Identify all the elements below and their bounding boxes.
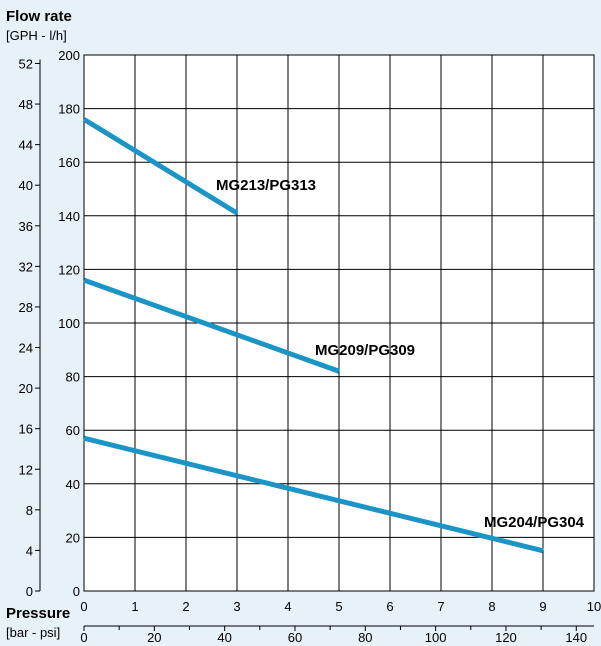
x-tick-label-bar: 10 [587,599,601,614]
x-tick-label-psi: 100 [425,630,447,645]
y-axis-units: [GPH - l/h] [6,28,67,43]
y-tick-label-lh: 120 [58,262,80,277]
y-tick-label-gph: 16 [19,422,33,437]
x-tick-label-bar: 3 [233,599,240,614]
y-tick-label-lh: 160 [58,155,80,170]
series-line [82,117,239,216]
y-tick-label-gph: 48 [19,97,33,112]
x-tick-label-bar: 0 [80,599,87,614]
y-tick-label-gph: 32 [19,259,33,274]
y-tick-label-lh: 100 [58,316,80,331]
x-tick-label-psi: 80 [358,630,372,645]
y-tick-label-gph: 8 [26,503,33,518]
x-tick-label-psi: 120 [495,630,517,645]
x-tick-label-bar: 8 [488,599,495,614]
axes: 0 1 2 3 4 5 6 7 8 9 100204060801001201401601802000… [19,48,601,645]
series-label: MG209/PG309 [315,342,415,359]
series-line [83,277,340,374]
x-axis-units: [bar - psi] [6,625,60,640]
x-tick-label-bar: 1 [131,599,138,614]
y-tick-label-gph: 52 [19,56,33,71]
x-tick-label-psi: 40 [217,630,231,645]
y-tick-label-lh: 180 [58,102,80,117]
x-tick-label-bar: 7 [437,599,444,614]
y-tick-label-lh: 80 [66,370,80,385]
y-tick-label-gph: 36 [19,219,33,234]
y-tick-label-gph: 24 [19,341,33,356]
y-tick-label-lh: 200 [58,48,80,63]
y-axis-title: Flow rate [6,8,72,25]
x-tick-label-bar: 9 [539,599,546,614]
y-tick-label-gph: 4 [26,543,33,558]
x-tick-label-psi: 60 [288,630,302,645]
y-tick-label-gph: 12 [19,462,33,477]
x-axis-title: Pressure [6,605,70,622]
x-tick-label-bar: 2 [182,599,189,614]
x-tick-label-psi: 0 [80,630,87,645]
y-tick-label-gph: 28 [19,300,33,315]
y-tick-label-lh: 140 [58,209,80,224]
x-tick-label-bar: 6 [386,599,393,614]
x-tick-label-bar: 4 [284,599,291,614]
x-tick-label-bar: 5 [335,599,342,614]
y-tick-label-lh: 20 [66,530,80,545]
series-label: MG213/PG313 [216,177,316,194]
y-tick-label-gph: 20 [19,381,33,396]
y-tick-label-lh: 0 [73,584,80,599]
x-tick-label-psi: 20 [147,630,161,645]
y-tick-label-lh: 40 [66,477,80,492]
y-tick-label-gph: 0 [26,584,33,599]
grid-lines [84,55,594,591]
x-tick-label-psi: 140 [565,630,587,645]
y-tick-label-lh: 60 [66,423,80,438]
series-label: MG204/PG304 [484,514,585,531]
series-line [83,435,544,554]
series-layer: MG213/PG313 MG209/PG309 MG204/PG304 [82,117,585,554]
y-tick-label-gph: 44 [19,138,33,153]
y-tick-label-gph: 40 [19,178,33,193]
